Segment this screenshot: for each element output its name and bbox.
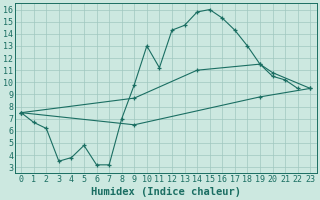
X-axis label: Humidex (Indice chaleur): Humidex (Indice chaleur) bbox=[91, 186, 241, 197]
